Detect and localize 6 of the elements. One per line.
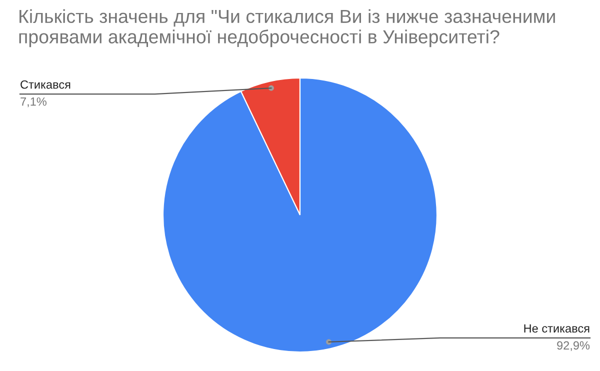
data-label: 92,9% — [557, 341, 590, 351]
slice-label: Стикався — [20, 80, 70, 89]
data-label: 7,1% — [20, 97, 46, 108]
chart-title: Кількість значень для "Чи стикалися Ви із нижче зазначеними проявами академічної недоброчесності в Університеті? — [19, 9, 555, 48]
pie-slice — [162, 77, 438, 353]
slice-label: Не стикався — [524, 324, 590, 333]
